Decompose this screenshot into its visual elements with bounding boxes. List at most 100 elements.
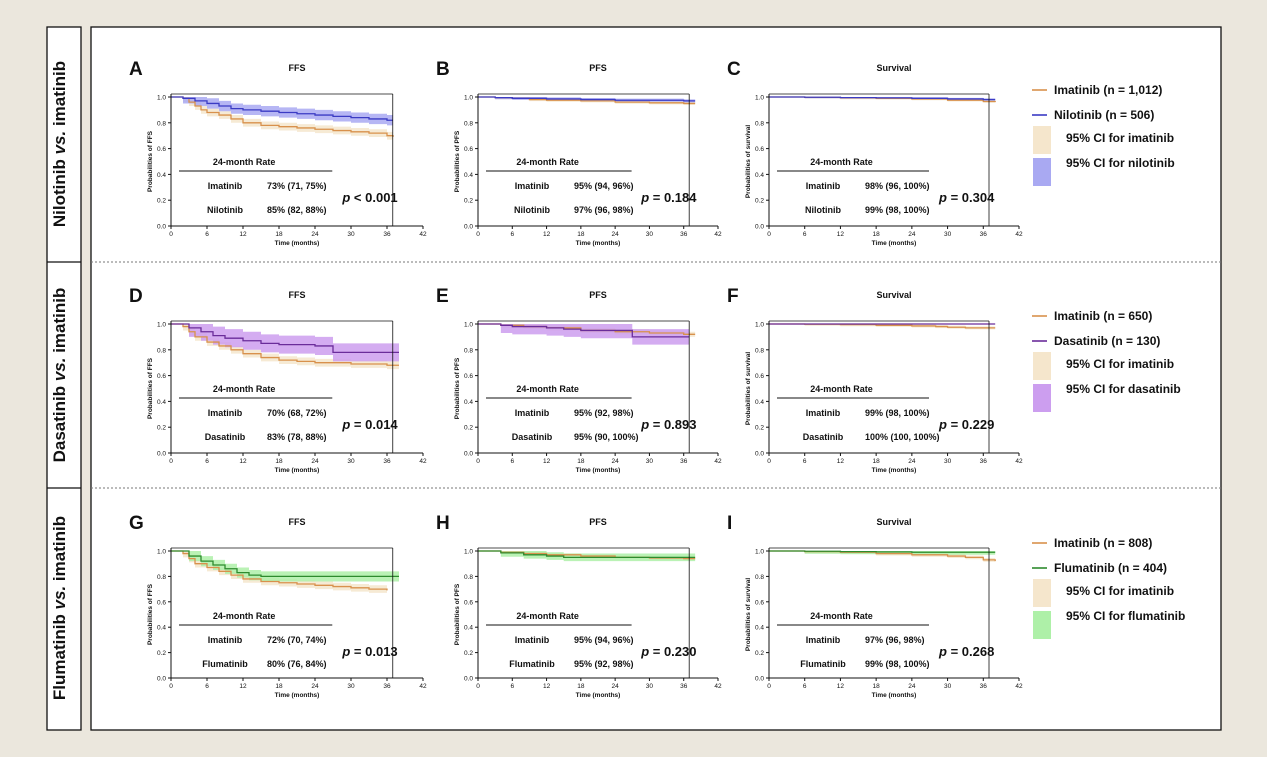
y-tick-label: 0.4 [464, 399, 473, 406]
y-tick-label: 1.0 [157, 322, 166, 329]
y-tick-label: 1.0 [755, 322, 764, 329]
y-tick-label: 1.0 [157, 95, 166, 102]
x-tick-label: 0 [767, 231, 771, 238]
rate-table-drug: Dasatinib [205, 432, 246, 442]
p-symbol: p [341, 417, 350, 432]
y-tick-label: 0.8 [464, 120, 473, 127]
legend-label-comparator: Flumatinib (n = 404) [1054, 561, 1167, 575]
x-tick-label: 12 [543, 683, 551, 690]
legend-patch-imatinib [1033, 579, 1051, 607]
x-axis-label: Time (months) [576, 692, 621, 699]
x-tick-label: 0 [767, 683, 771, 690]
y-axis-label: Probabilities of survival [745, 578, 752, 652]
y-tick-label: 0.0 [755, 224, 764, 231]
km-curve-flumatinib [478, 550, 696, 558]
x-tick-label: 0 [169, 458, 173, 465]
x-tick-label: 36 [980, 683, 988, 690]
ci-band-flumatinib [171, 551, 399, 582]
x-tick-label: 18 [873, 683, 881, 690]
y-tick-label: 0.0 [464, 676, 473, 683]
x-tick-label: 42 [419, 683, 427, 690]
x-tick-label: 36 [383, 231, 391, 238]
p-value-text: = 0.893 [649, 417, 696, 432]
x-tick-label: 0 [476, 458, 480, 465]
y-tick-label: 0.8 [464, 347, 473, 354]
rate-table-value: 95% (94, 96%) [574, 181, 634, 191]
x-axis-label: Time (months) [872, 692, 917, 699]
x-tick-label: 36 [383, 683, 391, 690]
p-value: p = 0.184 [640, 190, 697, 205]
panel-letter: H [436, 513, 450, 534]
rate-table-drug: Nilotinib [805, 205, 841, 215]
rate-table-drug: Dasatinib [512, 432, 553, 442]
y-tick-label: 0.6 [464, 146, 473, 153]
legend-label-ci-imatinib: 95% CI for imatinib [1066, 357, 1174, 371]
y-tick-label: 0.0 [157, 451, 166, 458]
x-tick-label: 6 [205, 683, 209, 690]
rate-table-drug: Imatinib [515, 635, 550, 645]
p-value: p = 0.229 [938, 417, 994, 432]
rate-table-value: 99% (98, 100%) [865, 659, 930, 669]
rate-table-drug: Imatinib [208, 408, 243, 418]
panel-title: PFS [589, 290, 607, 300]
y-axis-label: Probabilities of survival [745, 352, 752, 426]
rate-table-drug: Flumatinib [202, 659, 248, 669]
x-tick-label: 12 [543, 458, 551, 465]
p-value-text: = 0.014 [350, 417, 398, 432]
legend-label-comparator: Dasatinib (n = 130) [1054, 334, 1160, 348]
y-tick-label: 1.0 [464, 95, 473, 102]
row-label-italic: vs. [50, 586, 69, 610]
legend-patch-comparator [1033, 611, 1051, 639]
rate-table-value: 97% (96, 98%) [865, 635, 925, 645]
x-axis-label: Time (months) [576, 240, 621, 247]
x-tick-label: 18 [577, 683, 585, 690]
legend-label-imatinib: Imatinib (n = 808) [1054, 536, 1152, 550]
p-symbol: p [640, 644, 649, 659]
y-tick-label: 0.0 [755, 676, 764, 683]
row-label-italic: vs. [50, 358, 69, 382]
rate-table-value: 95% (90, 100%) [574, 432, 639, 442]
x-tick-label: 42 [1015, 458, 1023, 465]
x-tick-label: 18 [577, 231, 585, 238]
rate-table-title: 24-month Rate [516, 384, 579, 394]
y-tick-label: 0.2 [755, 650, 764, 657]
x-tick-label: 6 [803, 458, 807, 465]
panel-title: Survival [876, 63, 911, 73]
km-curve-imatinib [171, 550, 388, 591]
x-tick-label: 24 [311, 458, 319, 465]
rate-table-value: 95% (94, 96%) [574, 635, 634, 645]
x-tick-label: 12 [239, 231, 247, 238]
p-value-text: < 0.001 [350, 190, 397, 205]
rate-table-value: 70% (68, 72%) [267, 408, 327, 418]
y-tick-label: 0.4 [755, 172, 764, 179]
x-tick-label: 42 [419, 458, 427, 465]
km-curve-nilotinib [478, 96, 696, 102]
y-tick-label: 0.4 [157, 172, 166, 179]
x-axis-label: Time (months) [275, 467, 320, 474]
x-tick-label: 30 [347, 683, 355, 690]
km-curve-flumatinib [171, 550, 399, 578]
km-curve-imatinib [171, 96, 394, 137]
y-tick-label: 0.4 [755, 625, 764, 632]
y-tick-label: 1.0 [157, 549, 166, 556]
y-tick-label: 0.8 [755, 120, 764, 127]
y-tick-label: 0.4 [464, 172, 473, 179]
panel-letter: B [436, 59, 450, 80]
y-tick-label: 0.2 [755, 425, 764, 432]
legend-label-ci-comparator: 95% CI for nilotinib [1066, 156, 1175, 170]
rate-table-drug: Imatinib [806, 408, 841, 418]
y-axis-label: Probabilities of PFS [454, 357, 461, 419]
x-tick-label: 12 [239, 458, 247, 465]
y-tick-label: 0.6 [157, 599, 166, 606]
x-tick-label: 6 [803, 683, 807, 690]
row-label-text: Flumatinib [50, 609, 69, 700]
x-tick-label: 24 [311, 683, 319, 690]
y-tick-label: 0.6 [755, 146, 764, 153]
ci-band-dasatinib [478, 324, 690, 345]
panel-letter: G [129, 513, 144, 534]
panel-letter: I [727, 513, 732, 534]
x-tick-label: 30 [347, 231, 355, 238]
rate-table-value: 73% (71, 75%) [267, 181, 327, 191]
y-tick-label: 0.6 [755, 373, 764, 380]
